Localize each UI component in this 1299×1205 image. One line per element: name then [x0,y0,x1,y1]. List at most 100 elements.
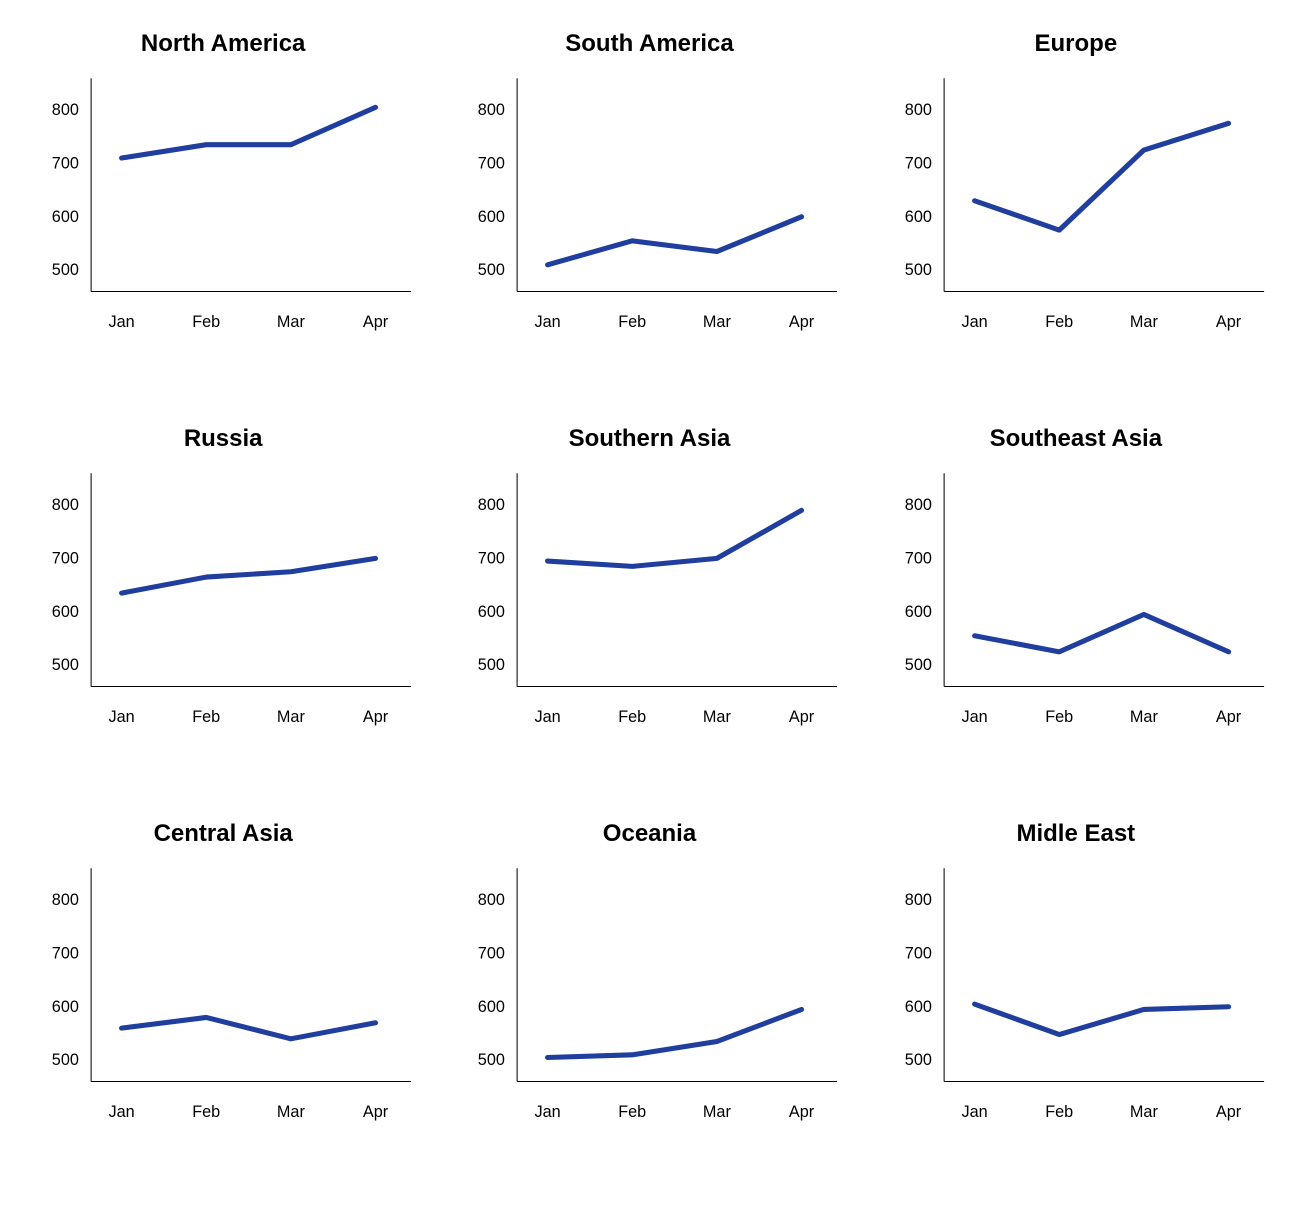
y-tick-label: 800 [904,496,931,514]
y-tick-label: 600 [478,998,505,1016]
y-tick-label: 700 [52,154,79,172]
y-tick-label: 700 [478,154,505,172]
small-multiples-grid: North America500600700800JanFebMarAprSou… [0,0,1299,1205]
y-tick-label: 800 [478,101,505,119]
chart-panel: Southern Asia 500 600 700 800 Jan Feb Mar Apr [446,425,852,780]
x-tick-label: Feb [1045,708,1073,726]
chart-panel: North America 500 600 700 800 Jan Feb Mar Apr [20,30,426,385]
y-tick-label: 800 [52,891,79,909]
x-tick-label: Apr [789,1103,815,1121]
y-tick-label: 500 [478,1051,505,1069]
y-tick-label: 600 [904,208,931,226]
y-tick-label: 600 [52,603,79,621]
y-tick-label: 800 [904,891,931,909]
x-tick-label: Jan [535,313,561,331]
x-tick-label: Mar [703,1103,732,1121]
x-tick-label: Apr [1216,1103,1242,1121]
y-tick-label: 500 [478,656,505,674]
y-tick-label: 500 [52,261,79,279]
y-tick-label: 600 [478,208,505,226]
x-tick-label: Apr [789,313,815,331]
x-tick-label: Feb [192,313,220,331]
line-chart: 500 600 700 800 Jan Feb Mar Apr [446,461,852,780]
chart-title: Southeast Asia [990,425,1163,453]
y-tick-label: 800 [52,496,79,514]
x-tick-label: Feb [1045,1103,1073,1121]
x-tick-label: Apr [789,708,815,726]
data-series-line [548,1009,802,1057]
y-tick-label: 500 [52,656,79,674]
data-series-line [122,558,376,593]
line-chart: 500600700800JanFebMarApr [20,461,426,780]
x-tick-label: Apr [363,313,389,331]
y-tick-label: 700 [904,154,931,172]
line-chart: 500 600 700 800 Jan Feb Mar Apr [873,856,1279,1175]
y-tick-label: 700 [478,944,505,962]
y-tick-label: 800 [478,496,505,514]
line-chart: 500 600 700 800 Jan Feb Mar Apr [873,461,1279,780]
data-series-line [122,1017,376,1038]
x-tick-label: Feb [619,1103,647,1121]
chart-panel: Russia500600700800JanFebMarApr [20,425,426,780]
line-chart: 500600700800JanFebMarApr [446,856,852,1175]
x-tick-label: Feb [192,1103,220,1121]
x-tick-label: Mar [1130,1103,1159,1121]
chart-title: Europe [1034,30,1117,58]
y-tick-label: 600 [52,208,79,226]
y-tick-label: 600 [52,998,79,1016]
chart-title: Russia [184,425,263,453]
y-tick-label: 700 [52,549,79,567]
data-series-line [122,107,376,158]
chart-title: South America [565,30,733,58]
x-tick-label: Jan [961,708,987,726]
x-tick-label: Mar [1130,708,1159,726]
x-tick-label: Jan [961,1103,987,1121]
y-tick-label: 800 [52,101,79,119]
y-tick-label: 500 [904,1051,931,1069]
y-tick-label: 500 [478,261,505,279]
x-tick-label: Jan [108,313,134,331]
x-tick-label: Jan [961,313,987,331]
chart-title: Oceania [603,820,696,848]
chart-panel: Midle East500600700800JanFebMarApr [873,820,1279,1175]
x-tick-label: Jan [108,708,134,726]
data-series-line [974,123,1228,230]
y-tick-label: 500 [904,261,931,279]
x-tick-label: Mar [1130,313,1159,331]
line-chart: 500600700800JanFebMarApr [873,66,1279,385]
y-tick-label: 700 [904,549,931,567]
chart-panel: Central Asia 500 600 700 800 Jan Feb Mar Apr [20,820,426,1175]
line-chart: 500 600 700 800 Jan Feb Mar Apr [446,66,852,385]
x-tick-label: Mar [277,313,306,331]
x-tick-label: Mar [703,708,732,726]
chart-title: Southern Asia [569,425,731,453]
y-tick-label: 500 [52,1051,79,1069]
y-tick-label: 500 [904,656,931,674]
x-tick-label: Jan [108,1103,134,1121]
x-tick-label: Apr [363,1103,389,1121]
y-tick-label: 700 [904,944,931,962]
y-tick-label: 600 [904,998,931,1016]
y-tick-label: 600 [478,603,505,621]
x-tick-label: Mar [277,1103,306,1121]
x-tick-label: Jan [535,708,561,726]
x-tick-label: Feb [619,708,647,726]
chart-title: Central Asia [154,820,293,848]
x-tick-label: Feb [619,313,647,331]
y-tick-label: 800 [904,101,931,119]
y-tick-label: 800 [478,891,505,909]
y-tick-label: 700 [478,549,505,567]
y-tick-label: 600 [904,603,931,621]
chart-title: North America [141,30,305,58]
x-tick-label: Feb [1045,313,1073,331]
line-chart: 500 600 700 800 Jan Feb Mar Apr [20,66,426,385]
x-tick-label: Apr [1216,708,1242,726]
x-tick-label: Feb [192,708,220,726]
x-tick-label: Mar [277,708,306,726]
x-tick-label: Mar [703,313,732,331]
chart-panel: South America 500 600 700 800 Jan Feb Mar Apr [446,30,852,385]
data-series-line [974,614,1228,651]
chart-panel: Europe500600700800JanFebMarApr [873,30,1279,385]
data-series-line [974,1004,1228,1034]
y-tick-label: 700 [52,944,79,962]
